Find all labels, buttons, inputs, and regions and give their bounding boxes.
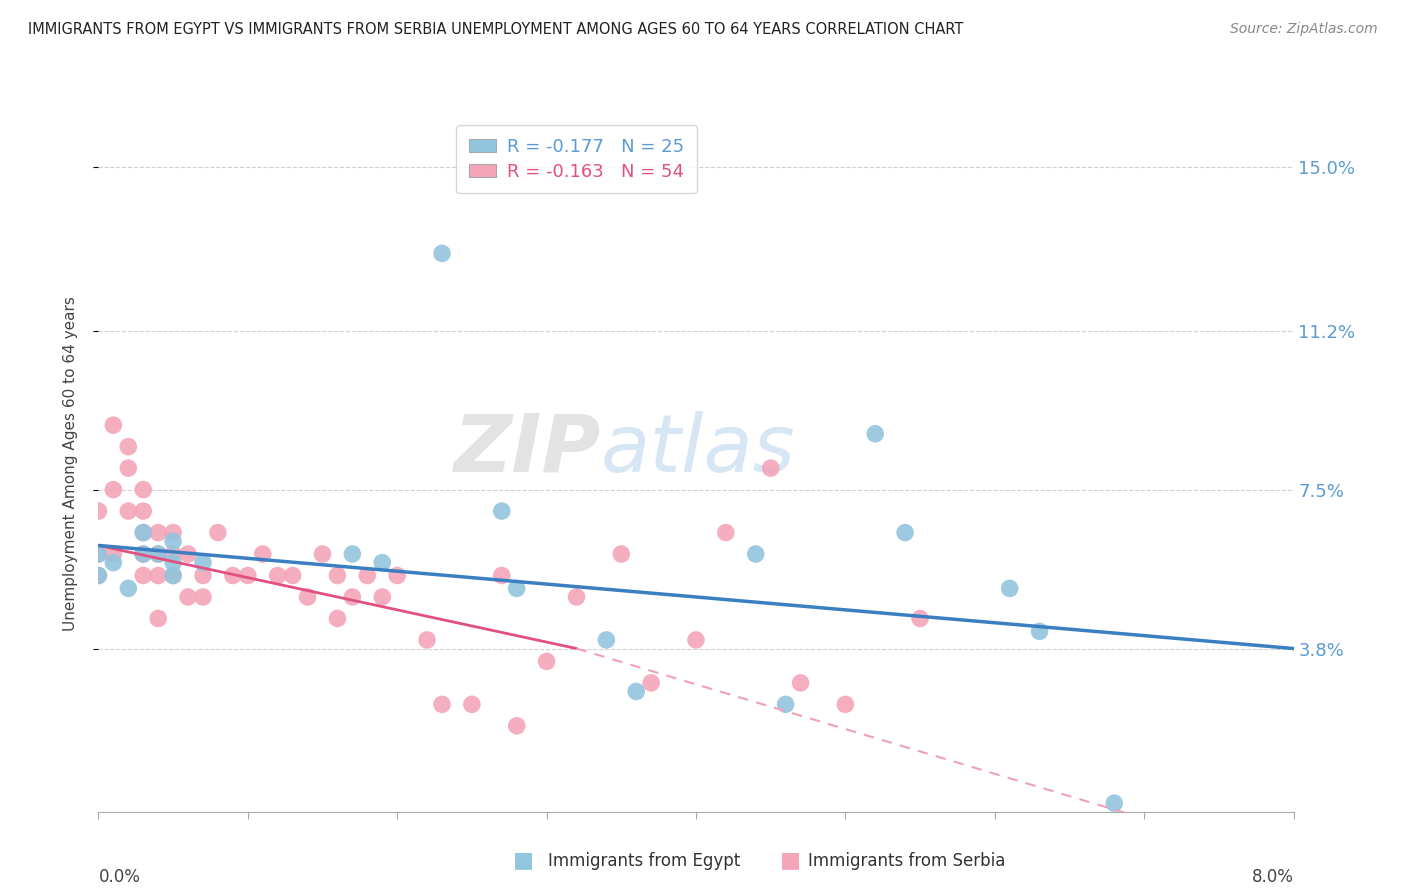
Text: atlas: atlas	[600, 411, 796, 489]
Point	[714, 525, 737, 540]
Point	[311, 547, 333, 561]
Point	[342, 590, 364, 604]
Point	[624, 684, 647, 698]
Point	[132, 483, 155, 497]
Point	[252, 547, 274, 561]
Point	[342, 547, 364, 561]
Point	[117, 440, 139, 454]
Point	[132, 525, 155, 540]
Point	[191, 556, 214, 570]
Point	[103, 418, 125, 433]
Point	[565, 590, 588, 604]
Text: Source: ZipAtlas.com: Source: ZipAtlas.com	[1230, 22, 1378, 37]
Point	[297, 590, 319, 604]
Text: Immigrants from Serbia: Immigrants from Serbia	[808, 852, 1005, 870]
Point	[162, 556, 184, 570]
Text: ZIP: ZIP	[453, 411, 600, 489]
Point	[103, 556, 125, 570]
Point	[416, 632, 439, 647]
Point	[132, 525, 155, 540]
Point	[148, 525, 170, 540]
Point	[491, 504, 513, 518]
Point	[132, 504, 155, 518]
Point	[326, 611, 349, 625]
Point	[117, 504, 139, 518]
Text: 8.0%: 8.0%	[1251, 868, 1294, 886]
Point	[506, 719, 529, 733]
Point	[595, 632, 617, 647]
Point	[789, 676, 811, 690]
Point	[775, 698, 797, 712]
Point	[132, 568, 155, 582]
Point	[191, 568, 214, 582]
Point	[177, 547, 200, 561]
Point	[267, 568, 290, 582]
Point	[207, 525, 229, 540]
Point	[326, 568, 349, 582]
Legend: R = -0.177   N = 25, R = -0.163   N = 54: R = -0.177 N = 25, R = -0.163 N = 54	[457, 125, 696, 194]
Point	[148, 568, 170, 582]
Point	[103, 547, 125, 561]
Point	[385, 568, 409, 582]
Point	[87, 547, 110, 561]
Point	[236, 568, 259, 582]
Point	[430, 246, 453, 260]
Text: IMMIGRANTS FROM EGYPT VS IMMIGRANTS FROM SERBIA UNEMPLOYMENT AMONG AGES 60 TO 64: IMMIGRANTS FROM EGYPT VS IMMIGRANTS FROM…	[28, 22, 963, 37]
Text: ■: ■	[780, 850, 801, 870]
Point	[430, 698, 453, 712]
Point	[162, 547, 184, 561]
Point	[162, 568, 184, 582]
Point	[281, 568, 304, 582]
Point	[87, 568, 110, 582]
Point	[177, 590, 200, 604]
Point	[191, 590, 214, 604]
Y-axis label: Unemployment Among Ages 60 to 64 years: Unemployment Among Ages 60 to 64 years	[63, 296, 77, 632]
Point	[371, 590, 394, 604]
Point	[103, 483, 125, 497]
Point	[640, 676, 662, 690]
Point	[132, 547, 155, 561]
Point	[117, 461, 139, 475]
Point	[356, 568, 378, 582]
Point	[162, 534, 184, 549]
Point	[908, 611, 931, 625]
Point	[491, 568, 513, 582]
Point	[87, 568, 110, 582]
Point	[536, 654, 558, 668]
Point	[148, 547, 170, 561]
Point	[685, 632, 707, 647]
Point	[148, 547, 170, 561]
Point	[148, 611, 170, 625]
Point	[745, 547, 768, 561]
Point	[371, 556, 394, 570]
Point	[506, 582, 529, 596]
Point	[162, 568, 184, 582]
Point	[87, 547, 110, 561]
Point	[1028, 624, 1050, 639]
Point	[87, 504, 110, 518]
Text: ■: ■	[513, 850, 534, 870]
Point	[894, 525, 917, 540]
Point	[222, 568, 245, 582]
Point	[117, 582, 139, 596]
Point	[610, 547, 633, 561]
Point	[998, 582, 1021, 596]
Point	[132, 547, 155, 561]
Point	[863, 426, 886, 441]
Text: 0.0%: 0.0%	[98, 868, 141, 886]
Point	[759, 461, 782, 475]
Point	[1102, 796, 1125, 810]
Point	[461, 698, 484, 712]
Text: Immigrants from Egypt: Immigrants from Egypt	[548, 852, 741, 870]
Point	[834, 698, 856, 712]
Point	[162, 525, 184, 540]
